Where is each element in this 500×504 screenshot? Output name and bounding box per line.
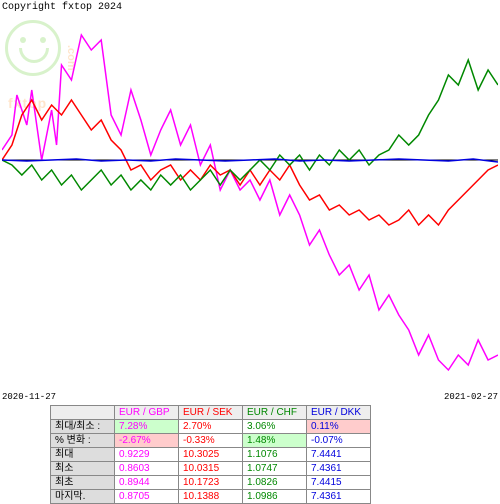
- table-cell: 1.0747: [243, 462, 307, 476]
- row-label: 마지막.: [51, 490, 115, 504]
- table-cell: -0.33%: [179, 434, 243, 448]
- series-eur-gbp: [2, 35, 498, 370]
- table-cell: 10.1388: [179, 490, 243, 504]
- currency-data-table: EUR / GBPEUR / SEKEUR / CHFEUR / DKK 최대/…: [50, 405, 371, 504]
- table-row: 최소0.860310.03151.07477.4361: [51, 462, 371, 476]
- table-row: 최초0.894410.17231.08267.4415: [51, 476, 371, 490]
- row-label: 최초: [51, 476, 115, 490]
- table-cell: 7.4361: [307, 462, 371, 476]
- table-cell: 7.4361: [307, 490, 371, 504]
- table-cell: 10.3025: [179, 448, 243, 462]
- row-label: 최대/최소 :: [51, 420, 115, 434]
- table-cell: -2.67%: [115, 434, 179, 448]
- table-cell: 0.11%: [307, 420, 371, 434]
- col-header: EUR / CHF: [243, 406, 307, 420]
- table-cell: 0.8705: [115, 490, 179, 504]
- table-cell: 2.70%: [179, 420, 243, 434]
- table-cell: 1.48%: [243, 434, 307, 448]
- table-row: 최대/최소 :7.28%2.70%3.06%0.11%: [51, 420, 371, 434]
- table-row: 최대0.922910.30251.10767.4441: [51, 448, 371, 462]
- col-header: EUR / SEK: [179, 406, 243, 420]
- table-cell: 0.8603: [115, 462, 179, 476]
- table-row: % 변화 :-2.67%-0.33%1.48%-0.07%: [51, 434, 371, 448]
- table-cell: 7.4441: [307, 448, 371, 462]
- copyright-text: Copyright fxtop 2024: [2, 2, 122, 13]
- row-label: 최대: [51, 448, 115, 462]
- table-cell: 10.0315: [179, 462, 243, 476]
- table-cell: 0.9229: [115, 448, 179, 462]
- series-eur-chf: [2, 60, 498, 190]
- table-corner: [51, 406, 115, 420]
- col-header: EUR / DKK: [307, 406, 371, 420]
- date-end-label: 2021-02-27: [444, 392, 498, 402]
- table-cell: 1.0986: [243, 490, 307, 504]
- row-label: 최소: [51, 462, 115, 476]
- date-start-label: 2020-11-27: [2, 392, 56, 402]
- table-cell: 1.1076: [243, 448, 307, 462]
- col-header: EUR / GBP: [115, 406, 179, 420]
- table-cell: 7.4415: [307, 476, 371, 490]
- table-cell: -0.07%: [307, 434, 371, 448]
- table-cell: 3.06%: [243, 420, 307, 434]
- table-row: 마지막.0.870510.13881.09867.4361: [51, 490, 371, 504]
- exchange-rate-chart: [2, 15, 498, 390]
- row-label: % 변화 :: [51, 434, 115, 448]
- table-cell: 0.8944: [115, 476, 179, 490]
- table-cell: 10.1723: [179, 476, 243, 490]
- table-cell: 7.28%: [115, 420, 179, 434]
- table-cell: 1.0826: [243, 476, 307, 490]
- series-eur-sek: [2, 100, 498, 225]
